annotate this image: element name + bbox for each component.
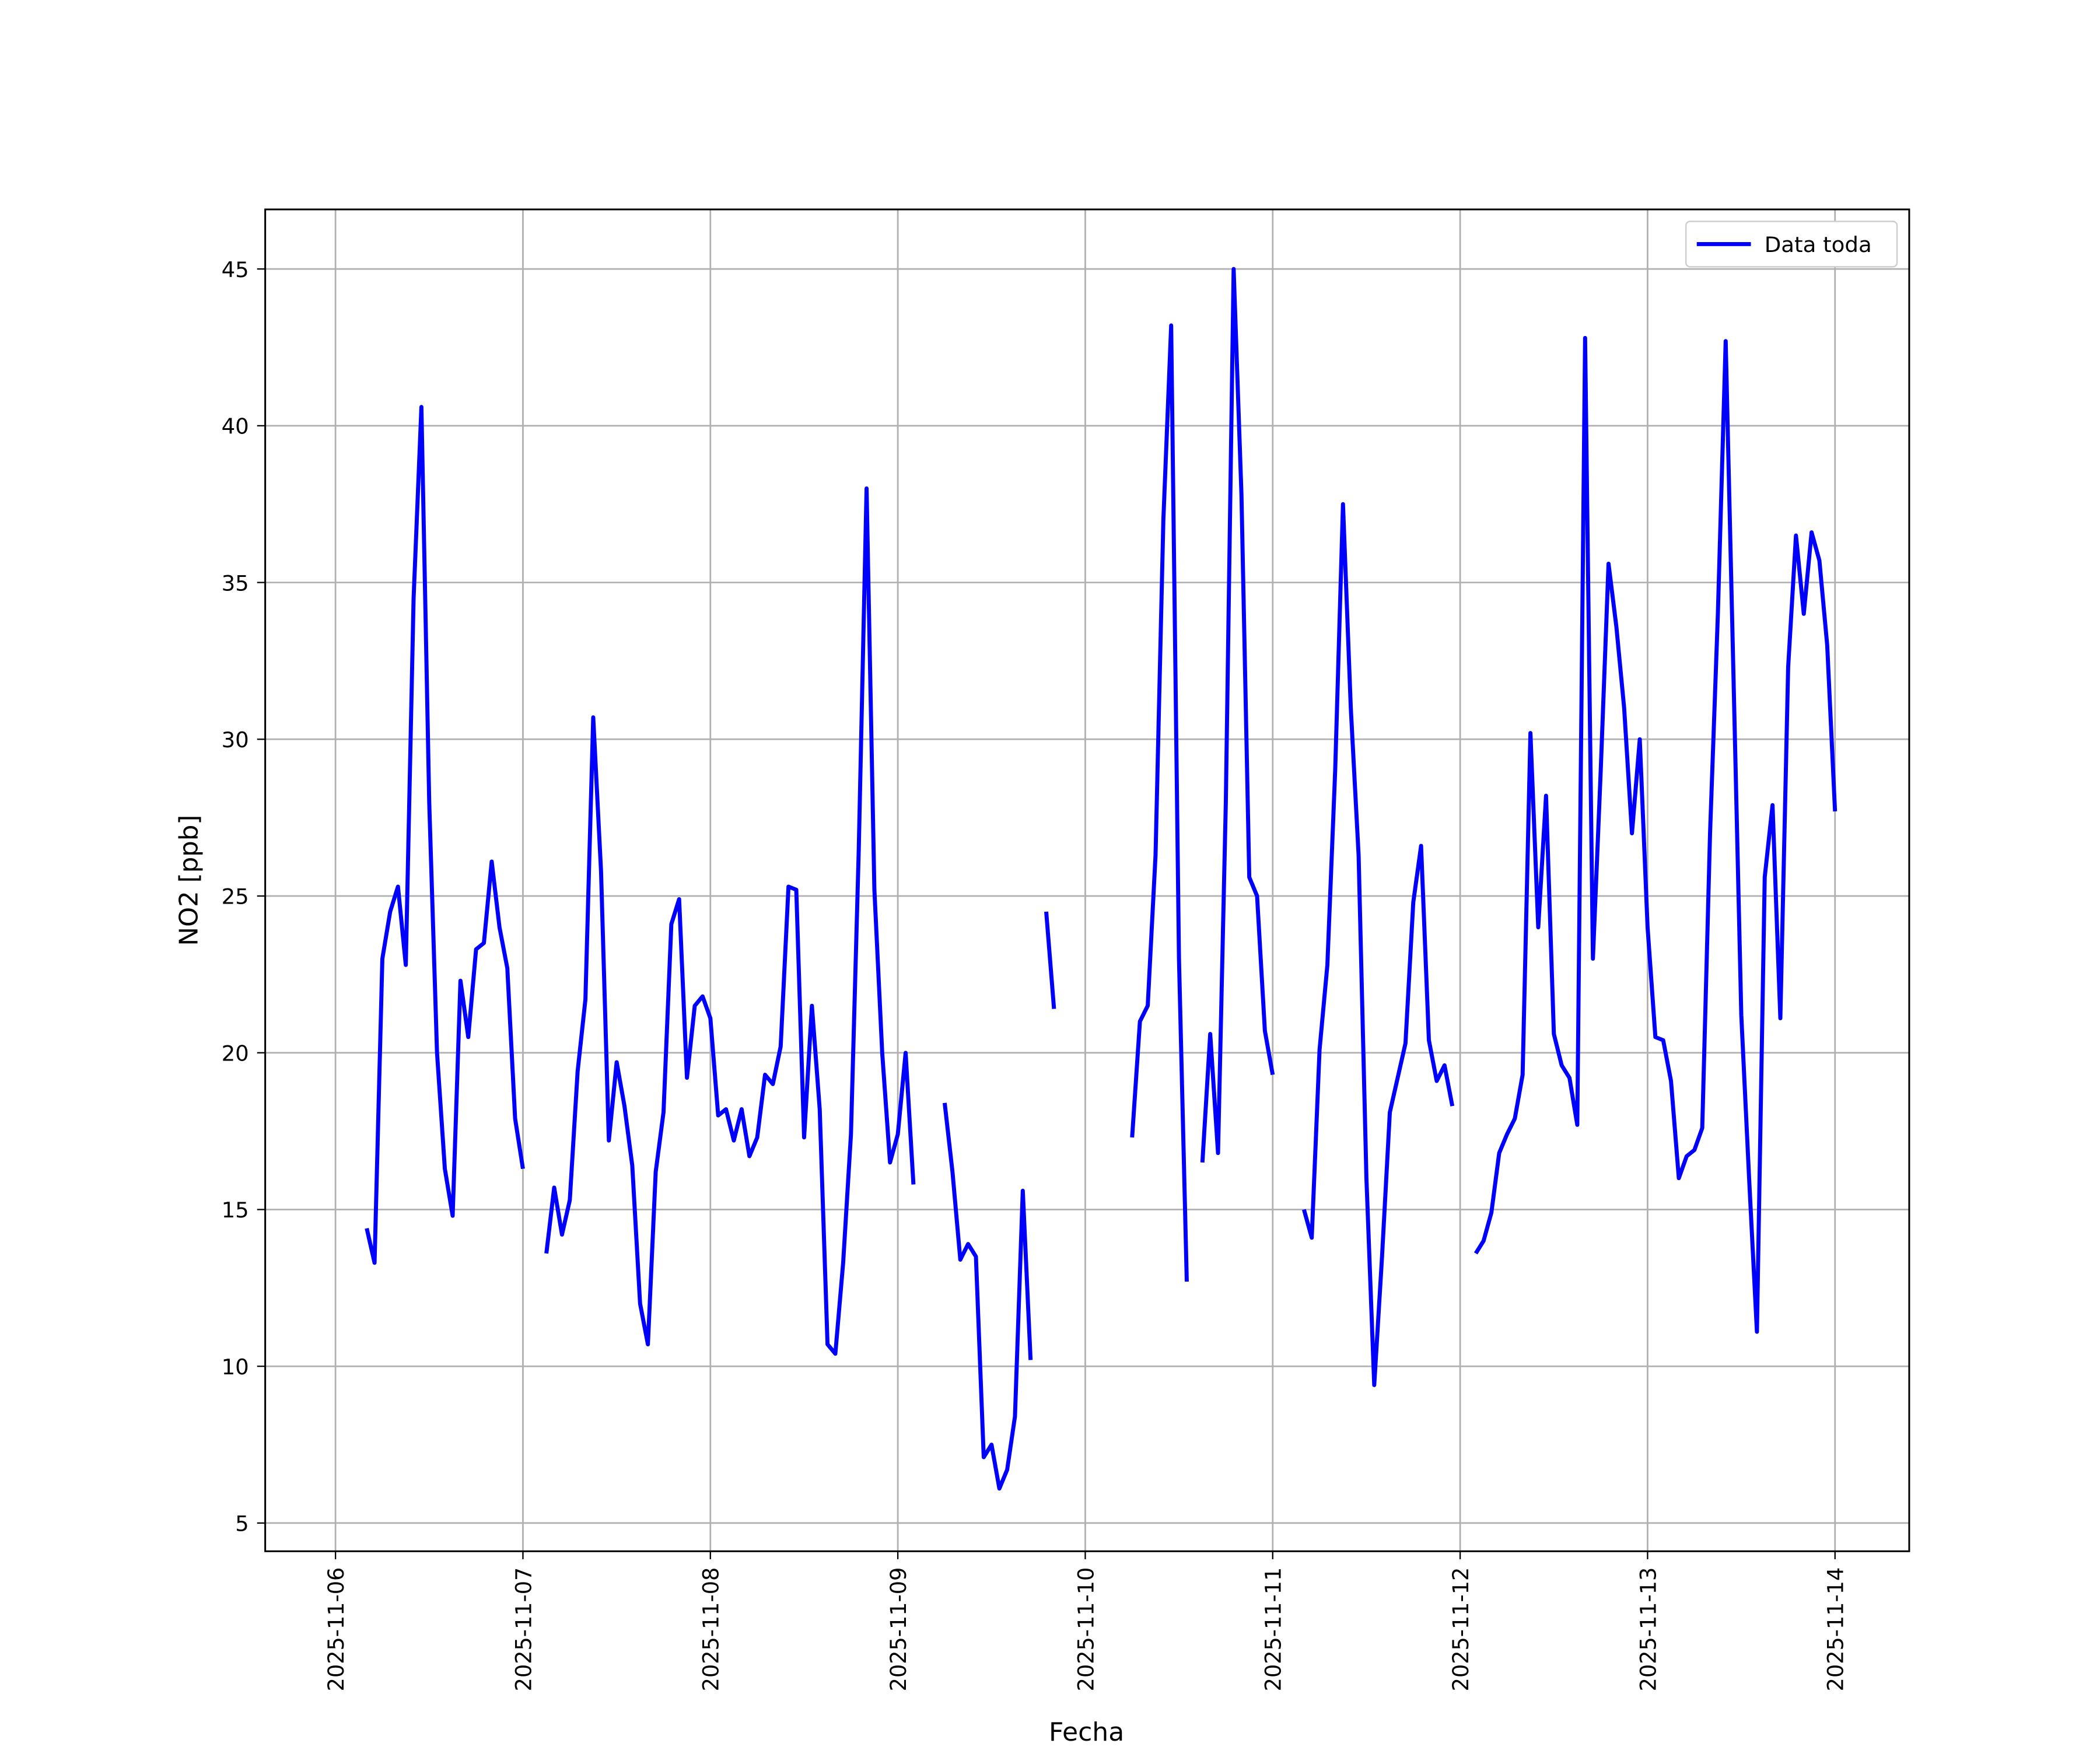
x-tick-label: 2025-11-07 (511, 1567, 536, 1692)
y-tick-label: 10 (222, 1354, 249, 1380)
x-tick-label: 2025-11-06 (324, 1567, 349, 1692)
y-tick-label: 35 (222, 571, 249, 596)
y-tick-label: 45 (222, 257, 249, 282)
y-axis-label: NO2 [ppb] (174, 815, 204, 946)
x-tick-label: 2025-11-11 (1261, 1567, 1286, 1692)
y-tick-label: 5 (235, 1511, 249, 1536)
x-tick-label: 2025-11-13 (1636, 1567, 1661, 1692)
plot-frame (264, 208, 1910, 1552)
x-tick-label: 2025-11-12 (1448, 1567, 1474, 1692)
x-tick-label: 2025-11-09 (886, 1567, 911, 1692)
y-tick-label: 20 (222, 1041, 249, 1066)
legend-box (1685, 220, 1898, 268)
x-tick-label: 2025-11-10 (1073, 1567, 1098, 1692)
legend-label: Data toda (1765, 232, 1872, 257)
x-tick-label: 2025-11-14 (1823, 1567, 1848, 1692)
y-tick-label: 30 (222, 727, 249, 752)
x-tick-label: 2025-11-08 (698, 1567, 723, 1692)
y-tick-label: 25 (222, 884, 249, 909)
data-line (365, 267, 1838, 1491)
y-tick-label: 15 (222, 1198, 249, 1223)
y-tick-label: 40 (222, 414, 249, 439)
x-axis-label: Fecha (1049, 1717, 1124, 1747)
